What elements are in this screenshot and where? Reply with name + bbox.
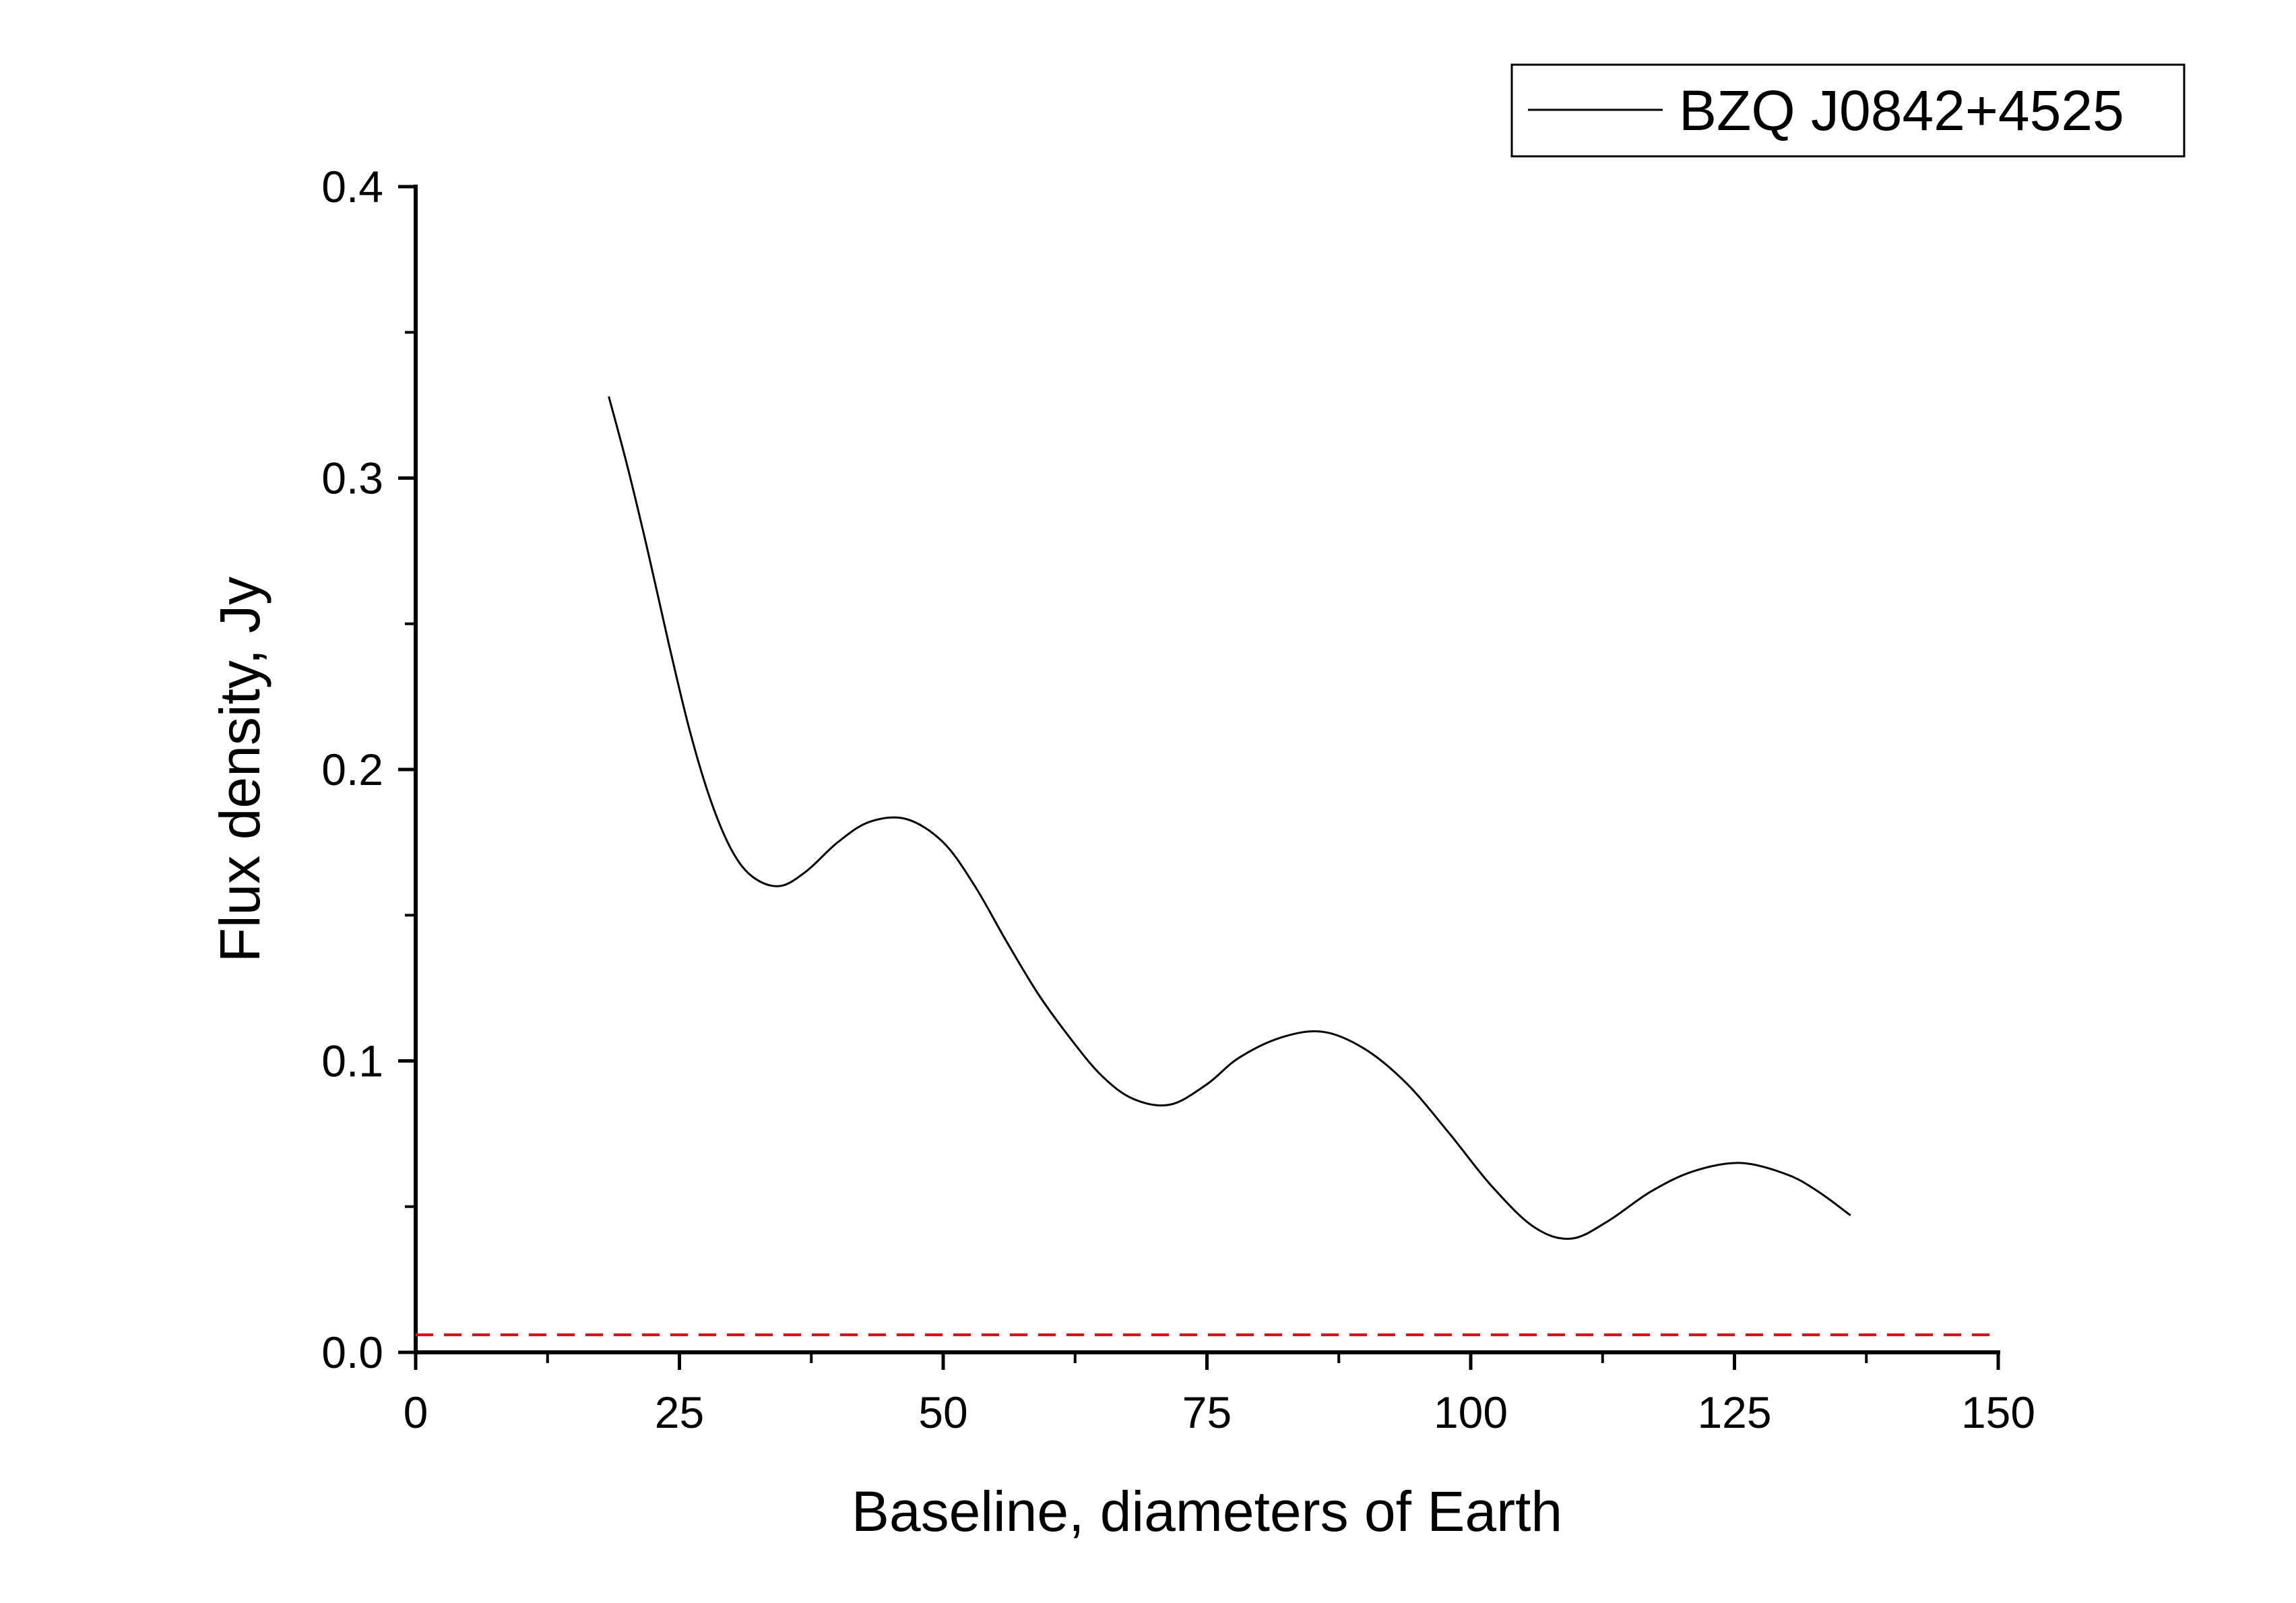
series-line bbox=[608, 396, 1851, 1240]
y-tick-label: 0.3 bbox=[321, 453, 383, 503]
x-tick-label: 25 bbox=[655, 1387, 704, 1437]
x-tick-label: 100 bbox=[1434, 1387, 1508, 1437]
x-tick-label: 50 bbox=[918, 1387, 967, 1437]
y-tick-label: 0.1 bbox=[321, 1036, 383, 1086]
y-tick-label: 0.0 bbox=[321, 1327, 383, 1377]
legend: BZQ J0842+4525 bbox=[1510, 63, 2186, 158]
series-layer bbox=[416, 396, 1998, 1336]
x-ticks: 0 25 50 75 100 125 150 bbox=[404, 1352, 2035, 1437]
x-tick-label: 125 bbox=[1697, 1387, 1771, 1437]
y-ticks: 0.0 0.1 0.2 0.3 0.4 bbox=[321, 162, 416, 1377]
axes: 0 25 50 75 100 125 150 0.0 0.1 0.2 0.3 0.4 bbox=[321, 162, 2035, 1437]
legend-label: BZQ J0842+4525 bbox=[1679, 79, 2124, 142]
y-tick-label: 0.2 bbox=[321, 745, 383, 794]
y-axis-title: Flux density, Jy bbox=[208, 577, 272, 963]
y-tick-label: 0.4 bbox=[321, 162, 383, 212]
x-tick-label: 0 bbox=[404, 1387, 428, 1437]
x-tick-label: 150 bbox=[1961, 1387, 2035, 1437]
x-tick-label: 75 bbox=[1182, 1387, 1232, 1437]
x-axis-title: Baseline, diameters of Earth bbox=[852, 1480, 1562, 1543]
